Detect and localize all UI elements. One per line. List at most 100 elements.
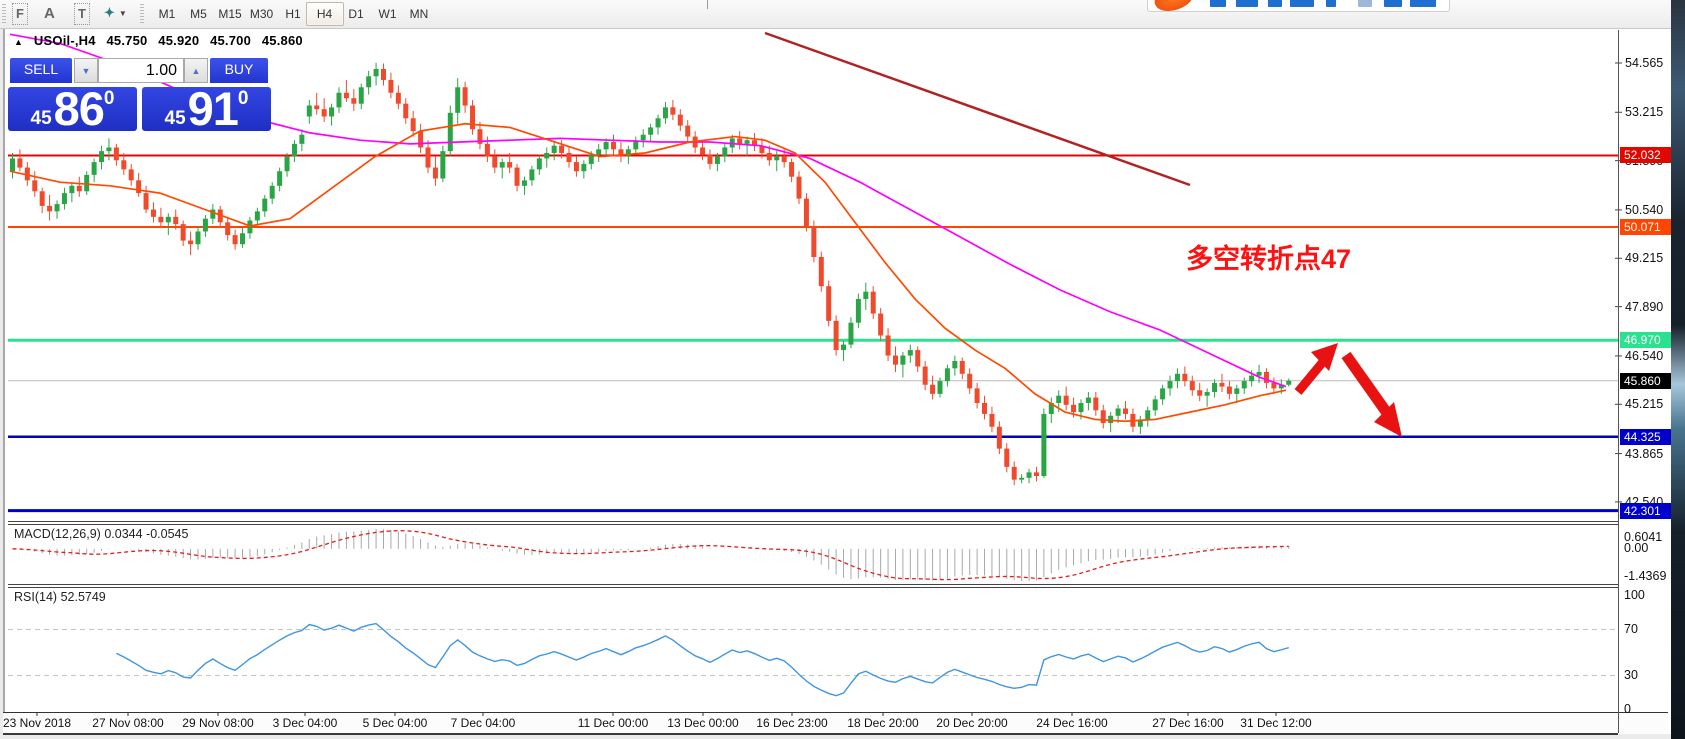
date-label: 18 Dec 20:00 bbox=[847, 716, 919, 730]
chart-profile-f-icon[interactable]: F bbox=[12, 3, 28, 25]
timeframe-H4[interactable]: H4 bbox=[305, 2, 344, 26]
date-label: 24 Dec 16:00 bbox=[1036, 716, 1108, 730]
buy-button[interactable]: BUY bbox=[210, 58, 268, 85]
macd-axis-label: 0.00 bbox=[1624, 541, 1649, 555]
trend-arrow-head-0 bbox=[1311, 343, 1338, 371]
date-label: 23 Nov 2018 bbox=[2, 716, 72, 730]
rsi-axis-label: 70 bbox=[1624, 622, 1638, 636]
date-label: 5 Dec 04:00 bbox=[362, 716, 428, 730]
trend-arrow-head-1 bbox=[1374, 402, 1402, 437]
chart-title: ▲ USOil-,H4 45.750 45.920 45.700 45.860 bbox=[14, 33, 310, 48]
macd-signal-value: -0.0545 bbox=[146, 527, 189, 541]
ohlc-high: 45.920 bbox=[158, 33, 200, 48]
price-badge-42.301: 42.301 bbox=[1620, 502, 1671, 519]
timeframe-D1[interactable]: D1 bbox=[348, 7, 364, 21]
rsi-label: RSI(14) 52.5749 bbox=[14, 590, 106, 604]
date-label: 29 Nov 08:00 bbox=[182, 716, 254, 730]
brand-swoosh-icon bbox=[1151, 0, 1197, 11]
pane-divider-main-macd-2 bbox=[8, 524, 1618, 525]
window-divider bbox=[707, 0, 708, 9]
sell-price-tile[interactable]: 45 86 0 bbox=[8, 82, 137, 135]
collapse-icon[interactable]: ▲ bbox=[14, 37, 24, 47]
time-axis[interactable] bbox=[3, 712, 1668, 734]
date-label: 27 Nov 08:00 bbox=[92, 716, 164, 730]
text-label-tool-icon[interactable]: T bbox=[74, 3, 90, 25]
date-label: 13 Dec 00:00 bbox=[667, 716, 739, 730]
timeframe-M15[interactable]: M15 bbox=[218, 7, 242, 21]
macd-label: MACD(12,26,9) 0.0344 -0.0545 bbox=[14, 527, 188, 541]
macd-title: MACD(12,26,9) bbox=[14, 527, 101, 541]
ohlc-close: 45.860 bbox=[261, 33, 303, 48]
window-bottom-border bbox=[3, 733, 1618, 735]
brand-logo-cropped bbox=[1147, 0, 1450, 12]
rsi-title: RSI(14) bbox=[14, 590, 58, 604]
volume-decrease-button[interactable]: ▼ bbox=[74, 58, 98, 83]
arrows-glyph: ✦ bbox=[104, 5, 115, 20]
rsi-pane bbox=[8, 622, 1618, 697]
date-label: 3 Dec 04:00 bbox=[272, 716, 338, 730]
price-tick-label: 46.540 bbox=[1625, 348, 1664, 363]
rsi-axis-label: 100 bbox=[1624, 588, 1645, 602]
price-badge-52.032: 52.032 bbox=[1620, 147, 1671, 164]
date-label: 31 Dec 12:00 bbox=[1240, 716, 1312, 730]
date-label: 20 Dec 20:00 bbox=[936, 716, 1008, 730]
rsi-value: 52.5749 bbox=[60, 590, 106, 604]
toolbar-grip[interactable] bbox=[2, 4, 6, 23]
sell-price-pip: 0 bbox=[103, 88, 115, 109]
volume-input[interactable] bbox=[98, 58, 184, 83]
pane-divider-macd-rsi-2 bbox=[8, 587, 1618, 588]
price-badge-45.860: 45.860 bbox=[1620, 372, 1671, 389]
macd-axis-label: -1.4369 bbox=[1624, 569, 1667, 583]
macd-pane bbox=[12, 529, 1290, 581]
chevron-down-icon: ▼ bbox=[118, 8, 127, 18]
timeframe-M5[interactable]: M5 bbox=[190, 7, 207, 21]
trendline[interactable] bbox=[764, 31, 1191, 187]
sell-button[interactable]: SELL bbox=[10, 58, 72, 85]
date-label: 11 Dec 00:00 bbox=[577, 716, 649, 730]
page-scroll-strip[interactable] bbox=[1671, 0, 1685, 739]
price-tick-label: 47.890 bbox=[1625, 299, 1664, 314]
timeframe-M1[interactable]: M1 bbox=[158, 7, 176, 21]
price-tick-label: 45.215 bbox=[1625, 397, 1664, 412]
buy-price-big: 91 bbox=[187, 82, 239, 135]
sell-price-whole: 45 bbox=[30, 108, 52, 129]
price-tick-label: 49.215 bbox=[1625, 251, 1664, 266]
ohlc-open: 45.750 bbox=[106, 33, 148, 48]
rsi-axis-label: 30 bbox=[1624, 668, 1638, 682]
price-axis-border bbox=[1618, 30, 1619, 733]
date-label: 16 Dec 23:00 bbox=[756, 716, 828, 730]
price-tick-label: 43.865 bbox=[1625, 446, 1664, 461]
pane-divider-macd-rsi[interactable] bbox=[8, 584, 1618, 585]
date-label: 27 Dec 16:00 bbox=[1152, 716, 1224, 730]
buy-price-tile[interactable]: 45 91 0 bbox=[142, 82, 271, 135]
price-tick-label: 50.540 bbox=[1625, 202, 1664, 217]
toolbar-grip-2[interactable] bbox=[140, 4, 144, 23]
annotation-note: 多空转折点47 bbox=[1186, 244, 1352, 274]
timeframe-M30[interactable]: M30 bbox=[249, 7, 274, 21]
price-badge-46.970: 46.970 bbox=[1620, 332, 1671, 349]
price-badge-50.071: 50.071 bbox=[1620, 219, 1671, 236]
buy-price-whole: 45 bbox=[164, 108, 186, 129]
timeframe-H1[interactable]: H1 bbox=[285, 7, 301, 21]
symbol-label: USOil-,H4 bbox=[33, 33, 96, 48]
macd-main-value: 0.0344 bbox=[104, 527, 143, 541]
chart-canvas[interactable] bbox=[3, 29, 1673, 734]
draw-arrows-icon[interactable]: ✦ ▼ bbox=[104, 3, 127, 23]
volume-increase-button[interactable]: ▲ bbox=[184, 58, 208, 83]
price-badge-44.325: 44.325 bbox=[1620, 428, 1671, 445]
macd-axis-label: 0.6041 bbox=[1624, 530, 1663, 544]
rsi-axis-label: 0 bbox=[1624, 702, 1631, 716]
one-click-trading-panel: SELL ▼ ▲ BUY 45 86 0 45 91 0 bbox=[8, 55, 271, 135]
date-label: 7 Dec 04:00 bbox=[450, 716, 516, 730]
timeframe-W1[interactable]: W1 bbox=[378, 7, 397, 21]
ohlc-low: 45.700 bbox=[210, 33, 252, 48]
buy-price-pip: 0 bbox=[237, 88, 249, 109]
timeframe-MN[interactable]: MN bbox=[409, 7, 429, 21]
cursor-a-icon[interactable]: A bbox=[44, 4, 55, 22]
price-tick-label: 53.215 bbox=[1625, 105, 1664, 120]
trend-arrow-1[interactable] bbox=[1341, 351, 1392, 417]
price-tick-label: 54.565 bbox=[1625, 56, 1664, 70]
pane-divider-main-macd[interactable] bbox=[8, 521, 1618, 522]
sell-price-big: 86 bbox=[53, 82, 105, 135]
